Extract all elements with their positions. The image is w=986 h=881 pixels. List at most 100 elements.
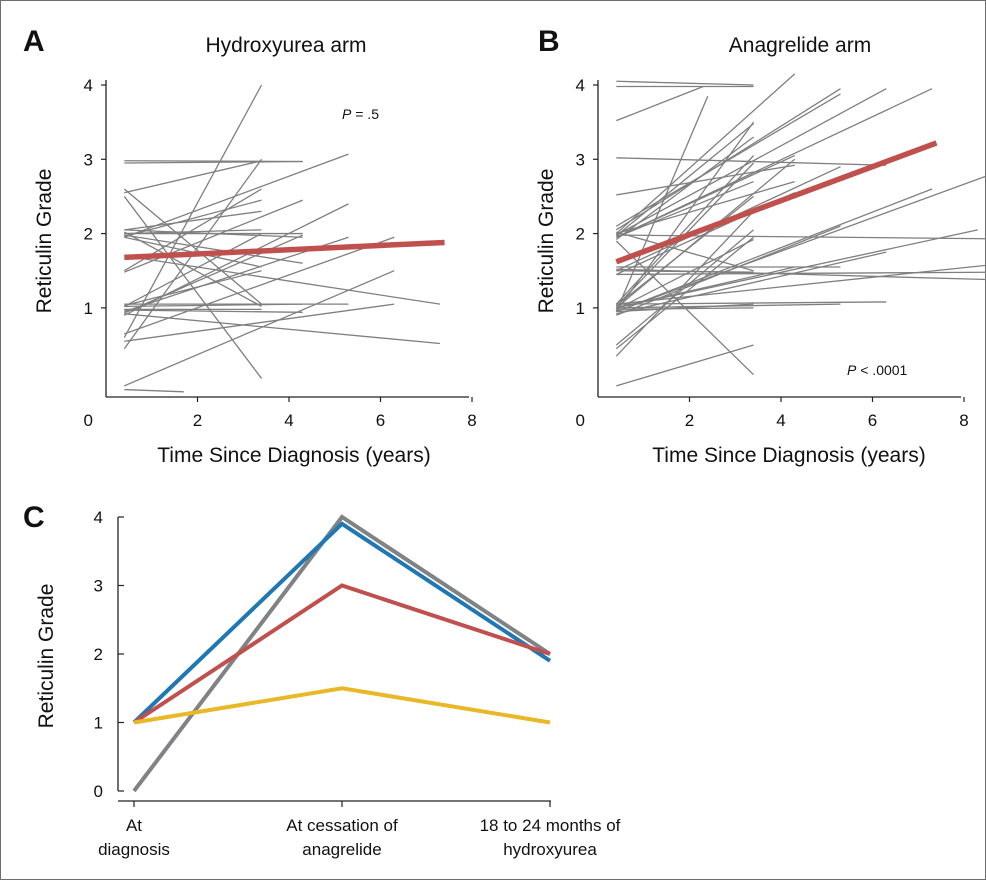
panel-b-trend-line bbox=[615, 140, 938, 265]
panel-a-patient-line bbox=[123, 232, 262, 307]
panel-a-y-tick-label: 4 bbox=[84, 76, 93, 95]
panel-a-y-axis-title: Reticulin Grade bbox=[33, 169, 56, 314]
panel-b-patient-line bbox=[616, 180, 754, 238]
panel-c-y-tick-label: 0 bbox=[94, 782, 103, 801]
panel-a-p-symbol: P bbox=[342, 106, 352, 122]
panel-a-patient-line bbox=[124, 203, 349, 316]
panel-a-patient-line bbox=[124, 270, 262, 307]
panel-b-plot: 1 2 3 4 0 2 4 6 8 bbox=[576, 73, 986, 430]
panel-c-category-label: anagrelide bbox=[302, 840, 381, 859]
panel-c: C 0 1 2 3 4 At diagnosis At cessation of anagrel… bbox=[23, 501, 621, 859]
panel-c-category-label: hydroxyurea bbox=[503, 840, 597, 859]
panel-b-title: Anagrelide arm bbox=[729, 34, 871, 57]
panel-b-patient-line bbox=[616, 264, 986, 305]
panel-c-category-label: At cessation of bbox=[286, 816, 398, 835]
panel-b-p-value: P < .0001 bbox=[847, 362, 908, 378]
panel-a-patient-line bbox=[124, 234, 303, 264]
panel-b-x-axis-title: Time Since Diagnosis (years) bbox=[652, 444, 925, 467]
panel-b-patient-line bbox=[615, 195, 754, 307]
panel-b-patient-line bbox=[615, 73, 796, 235]
panel-b-patient-line bbox=[616, 229, 978, 309]
panel-b-patient-line bbox=[616, 303, 754, 313]
panel-a-p-text: = .5 bbox=[351, 106, 379, 122]
panel-a-y-tick-label: 3 bbox=[84, 150, 93, 169]
panel-b-patient-line bbox=[615, 95, 709, 312]
panel-c-series-line bbox=[132, 583, 551, 725]
panel-b-y-tick-label: 2 bbox=[576, 225, 585, 244]
panel-b-patient-line bbox=[616, 164, 795, 196]
panel-a-letter: A bbox=[23, 25, 45, 58]
panel-a-title: Hydroxyurea arm bbox=[205, 34, 366, 57]
panel-b-x-tick-label: 6 bbox=[868, 411, 877, 430]
panel-a-p-value: P = .5 bbox=[342, 106, 379, 122]
panel-a-y-tick-label: 2 bbox=[84, 225, 93, 244]
panel-c-category-label: 18 to 24 months of bbox=[480, 816, 621, 835]
panel-b-x-tick-label: 4 bbox=[776, 411, 785, 430]
panel-a-x-tick-label: 6 bbox=[376, 411, 385, 430]
panel-c-y-axis-title: Reticulin Grade bbox=[35, 584, 58, 729]
panel-c-y-tick-label: 2 bbox=[94, 645, 103, 664]
panel-c-category-label: diagnosis bbox=[98, 840, 170, 859]
panel-c-plot: 0 1 2 3 4 At diagnosis At cessation of anagrelid… bbox=[94, 508, 621, 859]
panel-c-y-tick-label: 1 bbox=[94, 714, 103, 733]
panel-a-patient-line bbox=[124, 388, 184, 393]
panel-a-x-tick-label: 0 bbox=[84, 411, 93, 430]
panel-a-patient-line bbox=[124, 270, 395, 387]
panel-a-patient-line bbox=[124, 160, 303, 164]
panel-b-patient-line bbox=[616, 238, 754, 310]
panel-b-x-tick-label: 2 bbox=[685, 411, 694, 430]
panel-a-patient-line bbox=[124, 199, 262, 238]
panel-b-patient-line bbox=[616, 344, 754, 387]
panel-b-patient-line bbox=[616, 188, 933, 313]
panel-c-letter: C bbox=[23, 501, 45, 534]
panel-b-patient-line bbox=[616, 85, 704, 122]
panel-a: A Hydroxyurea arm 1 2 3 4 0 2 4 6 8 Time Since D… bbox=[23, 25, 477, 467]
panel-b-y-tick-label: 4 bbox=[576, 76, 585, 95]
panel-a-patient-line bbox=[124, 153, 349, 238]
panel-a-x-tick-label: 8 bbox=[467, 411, 476, 430]
panel-b-patient-line bbox=[616, 270, 754, 273]
panel-c-y-tick-label: 3 bbox=[94, 577, 103, 596]
panel-b-patient-line bbox=[615, 88, 887, 236]
panel-a-patient-line bbox=[124, 309, 303, 313]
panel-b-patient-line bbox=[616, 80, 754, 86]
panel-b-x-tick-label: 8 bbox=[959, 411, 968, 430]
panel-a-patient-line bbox=[123, 231, 262, 307]
panel-c-series-line bbox=[133, 686, 551, 725]
panel-b-patient-line bbox=[615, 136, 754, 241]
panel-a-x-tick-label: 2 bbox=[193, 411, 202, 430]
panel-b-patient-line bbox=[616, 251, 887, 315]
panel-b-patient-line bbox=[615, 88, 841, 231]
panel-b-x-tick-label: 0 bbox=[576, 411, 585, 430]
panel-a-patient-line bbox=[124, 160, 262, 194]
panel-a-patient-line bbox=[124, 303, 395, 342]
panel-b-patient-line bbox=[615, 123, 754, 237]
panel-b-patient-line bbox=[616, 271, 986, 276]
panel-c-series-line bbox=[132, 514, 552, 793]
panel-a-x-axis-title: Time Since Diagnosis (years) bbox=[157, 444, 430, 467]
panel-a-x-tick-label: 4 bbox=[284, 411, 293, 430]
panel-b-y-tick-label: 3 bbox=[576, 150, 585, 169]
panel-b-patient-line bbox=[615, 155, 755, 305]
panel-b: B Anagrelide arm 1 2 3 4 0 2 4 6 8 Time Since Di… bbox=[535, 25, 986, 467]
panel-b-patient-line bbox=[615, 210, 755, 357]
panel-b-p-symbol: P bbox=[847, 362, 857, 378]
panel-a-y-tick-label: 1 bbox=[84, 299, 93, 318]
panel-b-patient-line bbox=[615, 121, 755, 312]
panel-b-letter: B bbox=[538, 25, 560, 58]
panel-a-patient-line bbox=[124, 255, 441, 305]
panel-b-patient-line bbox=[616, 154, 795, 238]
panel-b-patient-line bbox=[616, 175, 986, 313]
panel-b-y-axis-title: Reticulin Grade bbox=[535, 169, 558, 314]
panel-a-trend-line bbox=[124, 239, 445, 261]
panel-c-series-line bbox=[132, 521, 552, 724]
panel-c-category-label: At bbox=[126, 816, 142, 835]
panel-a-plot: 1 2 3 4 0 2 4 6 8 bbox=[84, 76, 477, 430]
panel-b-y-tick-label: 1 bbox=[576, 299, 585, 318]
panel-c-y-tick-label: 4 bbox=[94, 508, 103, 527]
panel-a-patient-line bbox=[124, 313, 441, 345]
panel-b-p-text: < .0001 bbox=[856, 362, 907, 378]
panel-a-patient-line bbox=[124, 210, 262, 231]
